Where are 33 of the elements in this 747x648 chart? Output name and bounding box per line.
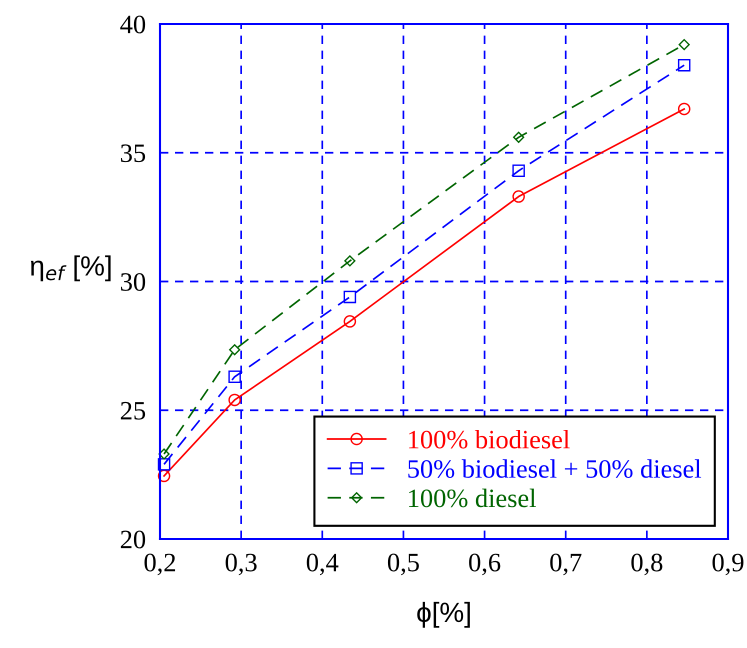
x-tick-label: 0,9 xyxy=(712,554,744,576)
y-axis-title: η$_{ef}$ [%] xyxy=(30,255,111,282)
x-tick-label: 0,7 xyxy=(550,554,582,576)
x-tick-label: 0,8 xyxy=(631,554,662,576)
x-tick-label: 0,4 xyxy=(306,554,338,576)
x-tick-label: 0,5 xyxy=(388,554,419,576)
legend-label: 50% biodiesel + 50% diesel xyxy=(408,459,702,478)
point xyxy=(678,58,690,72)
point xyxy=(344,255,356,267)
point xyxy=(678,102,690,116)
y-tick-label: 35 xyxy=(120,144,146,162)
x-tick-label: 0,2 xyxy=(144,554,176,576)
y-tick-label: 30 xyxy=(120,273,146,291)
y-tick-label: 40 xyxy=(120,16,146,34)
legend-label: 100% biodiesel xyxy=(409,430,570,449)
y-tick-label: 25 xyxy=(120,402,146,420)
point xyxy=(158,470,170,482)
point xyxy=(512,164,525,178)
point xyxy=(678,38,690,50)
point xyxy=(229,344,240,356)
legend-label: 100% diesel xyxy=(409,488,536,508)
point xyxy=(158,458,170,471)
point xyxy=(228,370,241,384)
point xyxy=(228,394,241,406)
point xyxy=(344,315,356,328)
x-tick-label: 0,6 xyxy=(469,554,500,576)
point xyxy=(513,132,524,143)
point xyxy=(158,448,170,460)
point xyxy=(512,190,525,203)
x-tick-label: 0,3 xyxy=(226,554,257,576)
y-tick-label: 20 xyxy=(120,530,146,548)
point xyxy=(344,290,356,304)
x-axis-title: ϕ[%] xyxy=(417,602,470,628)
